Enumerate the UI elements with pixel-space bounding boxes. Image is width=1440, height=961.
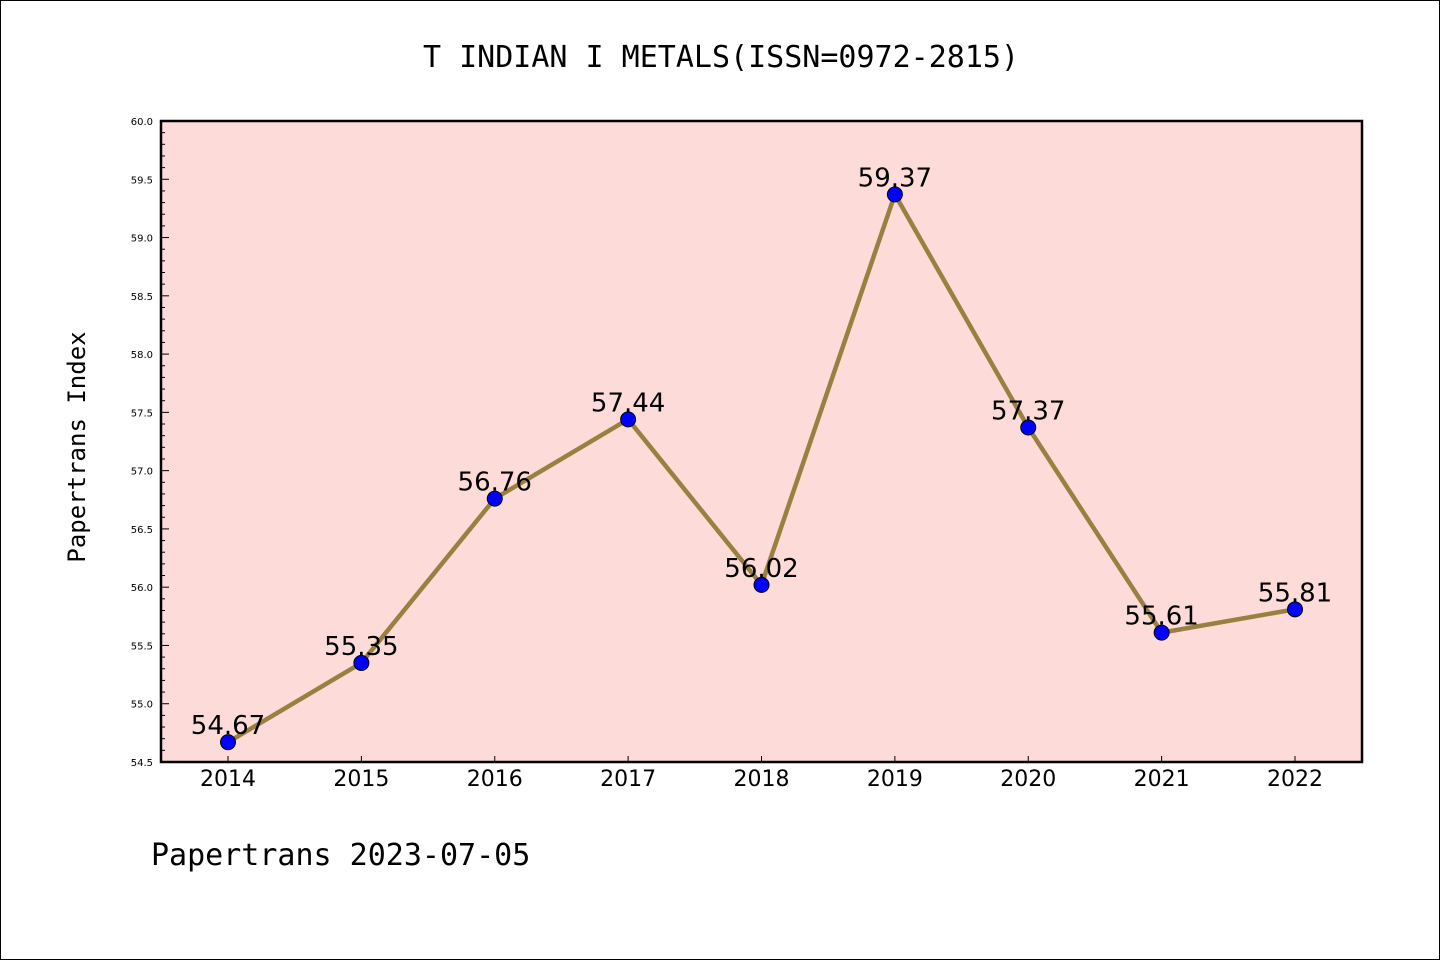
data-point	[620, 411, 637, 428]
y-tick-label: 56.0	[131, 583, 153, 594]
data-point	[353, 654, 370, 671]
data-labels: 54.67 55.35 56.76 57.44 56.02 59.37 57.37 55.61…	[191, 163, 1332, 741]
y-tick-label: 55.0	[131, 700, 153, 711]
data-label: 56.76	[458, 468, 532, 498]
y-tick-label: 54.5	[131, 758, 153, 769]
data-label: 54.67	[191, 711, 265, 741]
y-tick-label: 60.0	[131, 117, 153, 128]
data-label: 57.37	[991, 397, 1065, 427]
plot-area	[161, 121, 1362, 762]
plot-border	[159, 119, 1364, 764]
footer-caption: Papertrans 2023-07-05	[151, 838, 530, 873]
x-tick-label: 2022	[1267, 767, 1323, 792]
data-label: 56.02	[724, 554, 798, 584]
y-axis-label: Papertrans Index	[63, 331, 91, 562]
x-tick-label: 2019	[867, 767, 923, 792]
chart-title: T INDIAN I METALS(ISSN=0972-2815)	[423, 40, 1019, 75]
data-point	[220, 734, 236, 751]
data-label: 59.37	[858, 163, 932, 193]
data-label: 55.35	[324, 632, 398, 662]
x-tick-label: 2016	[467, 767, 523, 792]
y-tick-label: 56.5	[131, 525, 153, 536]
y-tick-label: 57.5	[131, 408, 153, 419]
y-tick-label: 57.0	[131, 467, 153, 478]
data-points	[220, 186, 1303, 751]
y-tick-label: 58.5	[131, 292, 153, 303]
data-point	[1153, 624, 1170, 641]
x-axis: 2014 2015 2016 2017 2018 2019 2020 2021 2022	[200, 756, 1323, 792]
data-point	[1020, 419, 1037, 436]
x-tick-label: 2015	[333, 767, 389, 792]
x-tick-label: 2017	[600, 767, 656, 792]
data-point	[753, 576, 770, 593]
data-point	[886, 186, 903, 203]
data-label: 55.81	[1258, 578, 1332, 608]
x-tick-label: 2018	[734, 767, 790, 792]
y-tick-label: 58.0	[131, 350, 153, 361]
x-tick-label: 2014	[200, 767, 256, 792]
data-label: 55.61	[1124, 602, 1198, 632]
y-tick-label: 59.0	[131, 234, 153, 245]
x-tick-label: 2020	[1000, 767, 1056, 792]
data-point	[486, 490, 503, 507]
data-label: 57.44	[591, 388, 665, 418]
x-tick-label: 2021	[1134, 767, 1190, 792]
y-tick-label: 59.5	[131, 175, 153, 186]
y-tick-label: 55.5	[131, 641, 153, 652]
data-point	[1287, 601, 1303, 618]
